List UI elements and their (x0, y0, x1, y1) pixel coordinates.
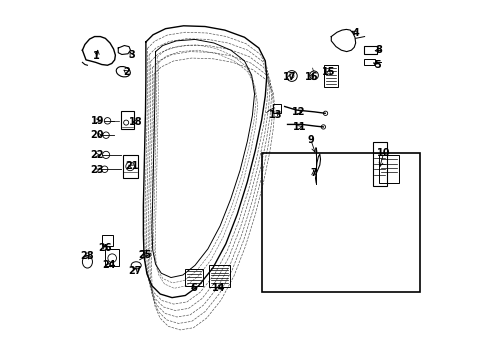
Text: 13: 13 (269, 110, 282, 120)
Text: 27: 27 (128, 266, 142, 276)
Text: 9: 9 (307, 135, 314, 145)
Text: 17: 17 (282, 72, 295, 82)
Bar (102, 235, 112, 246)
Text: 5: 5 (373, 60, 380, 70)
Text: 2: 2 (123, 67, 130, 77)
Text: 8: 8 (375, 45, 382, 55)
Text: 1: 1 (93, 51, 100, 61)
Bar (372, 141, 386, 186)
Text: 6: 6 (190, 283, 197, 293)
Text: 23: 23 (91, 165, 104, 175)
Bar (363, 46, 376, 54)
Text: 18: 18 (129, 117, 142, 127)
Text: 20: 20 (91, 130, 104, 140)
Text: 28: 28 (81, 251, 94, 261)
Bar (324, 65, 337, 87)
Bar (208, 265, 230, 287)
Bar (273, 104, 281, 113)
Text: 14: 14 (211, 283, 225, 293)
Bar (378, 155, 398, 183)
Text: 3: 3 (128, 50, 135, 60)
Text: 7: 7 (310, 168, 316, 178)
Text: 11: 11 (293, 122, 306, 132)
Text: 21: 21 (124, 161, 138, 171)
Text: 16: 16 (305, 72, 318, 82)
Bar (105, 249, 119, 266)
Bar (363, 59, 374, 65)
Text: 15: 15 (322, 67, 335, 77)
Text: 12: 12 (291, 107, 305, 117)
Bar (261, 153, 419, 292)
Text: 4: 4 (351, 28, 358, 38)
Bar (185, 269, 202, 286)
Text: 24: 24 (102, 260, 116, 270)
Text: 25: 25 (138, 249, 151, 260)
Text: 10: 10 (376, 148, 389, 158)
Text: 22: 22 (91, 150, 104, 160)
Text: 19: 19 (91, 116, 104, 126)
Bar (122, 155, 137, 178)
Bar (121, 111, 134, 129)
Text: 26: 26 (99, 243, 112, 253)
